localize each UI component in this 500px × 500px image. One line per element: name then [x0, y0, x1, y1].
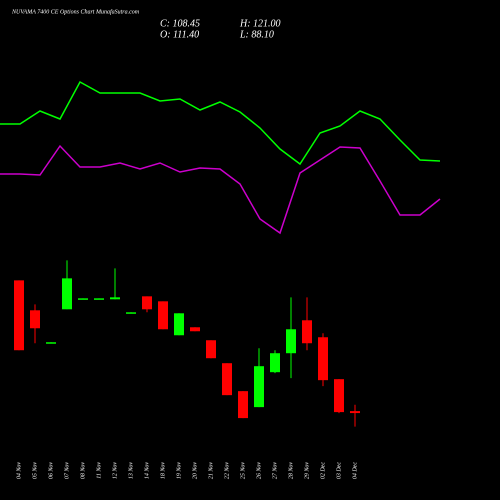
x-tick-label: 22 Nov [224, 462, 230, 480]
x-tick-label: 27 Nov [272, 462, 278, 480]
x-tick-label: 12 Nov [112, 462, 118, 480]
x-tick-label: 04 Dec [351, 462, 358, 479]
x-tick-label: 18 Nov [160, 462, 166, 480]
candle-body [110, 297, 120, 300]
indicator-line [0, 144, 441, 235]
x-tick-label: 19 Nov [176, 462, 182, 480]
candle-body [46, 342, 56, 344]
x-tick-label: 07 Nov [64, 462, 70, 480]
chart-title: NUVAMA 7400 CE Options Chart MunafaSutra… [11, 8, 140, 15]
candle-body [14, 280, 24, 351]
x-tick-label: 06 Nov [48, 462, 54, 480]
x-tick-label: 13 Nov [128, 462, 134, 480]
candle-body [206, 340, 216, 359]
candle-body [30, 310, 40, 329]
candle-body [126, 312, 136, 314]
x-tick-label: 26 Nov [256, 462, 262, 480]
ohlc-label: C: 108.45 [160, 18, 200, 29]
x-tick-label: 20 Nov [192, 462, 198, 480]
ohlc-label: H: 121.00 [239, 18, 281, 29]
candle-body [238, 391, 248, 419]
x-tick-label: 03 Dec [336, 462, 342, 479]
x-tick-label: 28 Nov [288, 462, 294, 480]
candle-body [254, 366, 264, 408]
x-tick-label: 25 Nov [240, 462, 246, 480]
ohlc-label: L: 88.10 [239, 29, 274, 40]
x-tick-label: 21 Nov [208, 462, 214, 480]
candle-body [174, 313, 184, 336]
ohlc-label: O: 111.40 [160, 29, 199, 40]
x-tick-label: 29 Nov [304, 462, 310, 480]
x-tick-label: 05 Nov [32, 462, 38, 480]
candle-body [318, 337, 328, 381]
candle-body [78, 298, 88, 300]
indicator-line [0, 80, 441, 166]
x-tick-label: 14 Nov [143, 462, 150, 480]
candle-body [158, 301, 168, 330]
x-tick-label: 08 Nov [80, 462, 86, 480]
candle-body [270, 353, 280, 373]
candle-body [62, 278, 72, 310]
candle-body [302, 320, 312, 344]
candle-body [286, 329, 296, 354]
candle-body [334, 379, 344, 413]
x-tick-label: 11 Nov [96, 462, 102, 479]
candle-body [190, 327, 200, 332]
candle-body [142, 296, 152, 310]
candle-body [222, 363, 232, 396]
candle-body [94, 298, 104, 300]
candle-body [350, 411, 360, 414]
x-tick-label: 02 Dec [320, 462, 326, 479]
x-tick-label: 04 Nov [15, 462, 22, 480]
